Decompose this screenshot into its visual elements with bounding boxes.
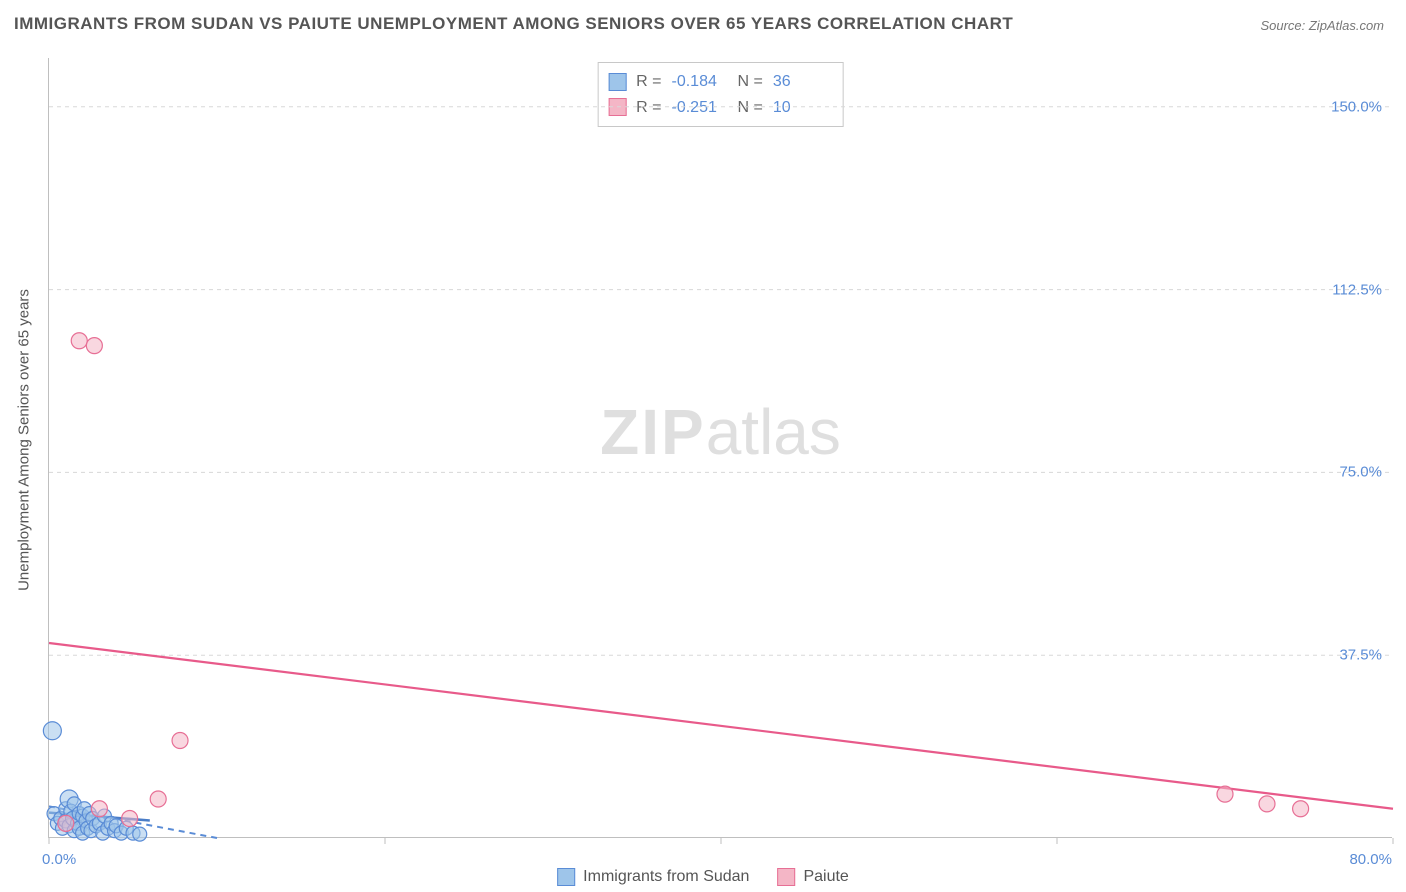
y-tick-label: 150.0% [1331,98,1382,115]
y-tick-label: 75.0% [1339,464,1382,481]
legend-label-1: Immigrants from Sudan [583,868,749,886]
y-axis-title: Unemployment Among Seniors over 65 years [16,289,33,591]
legend-item-1: Immigrants from Sudan [557,868,749,886]
chart-title: IMMIGRANTS FROM SUDAN VS PAIUTE UNEMPLOY… [14,14,1013,34]
x-tick-label-min: 0.0% [42,851,76,868]
x-tick-label-max: 80.0% [1349,851,1392,868]
plot-area: ZIPatlas R = -0.184 N = 36 R = -0.251 N … [48,58,1392,838]
legend-label-2: Paiute [803,868,848,886]
source-attribution: Source: ZipAtlas.com [1260,18,1384,33]
legend-swatch-2 [777,868,795,886]
legend-swatch-1 [557,868,575,886]
legend-item-2: Paiute [777,868,848,886]
y-tick-label: 37.5% [1339,647,1382,664]
bottom-legend: Immigrants from Sudan Paiute [557,868,849,886]
y-tick-label: 112.5% [1332,281,1382,298]
chart-svg [49,58,1392,837]
